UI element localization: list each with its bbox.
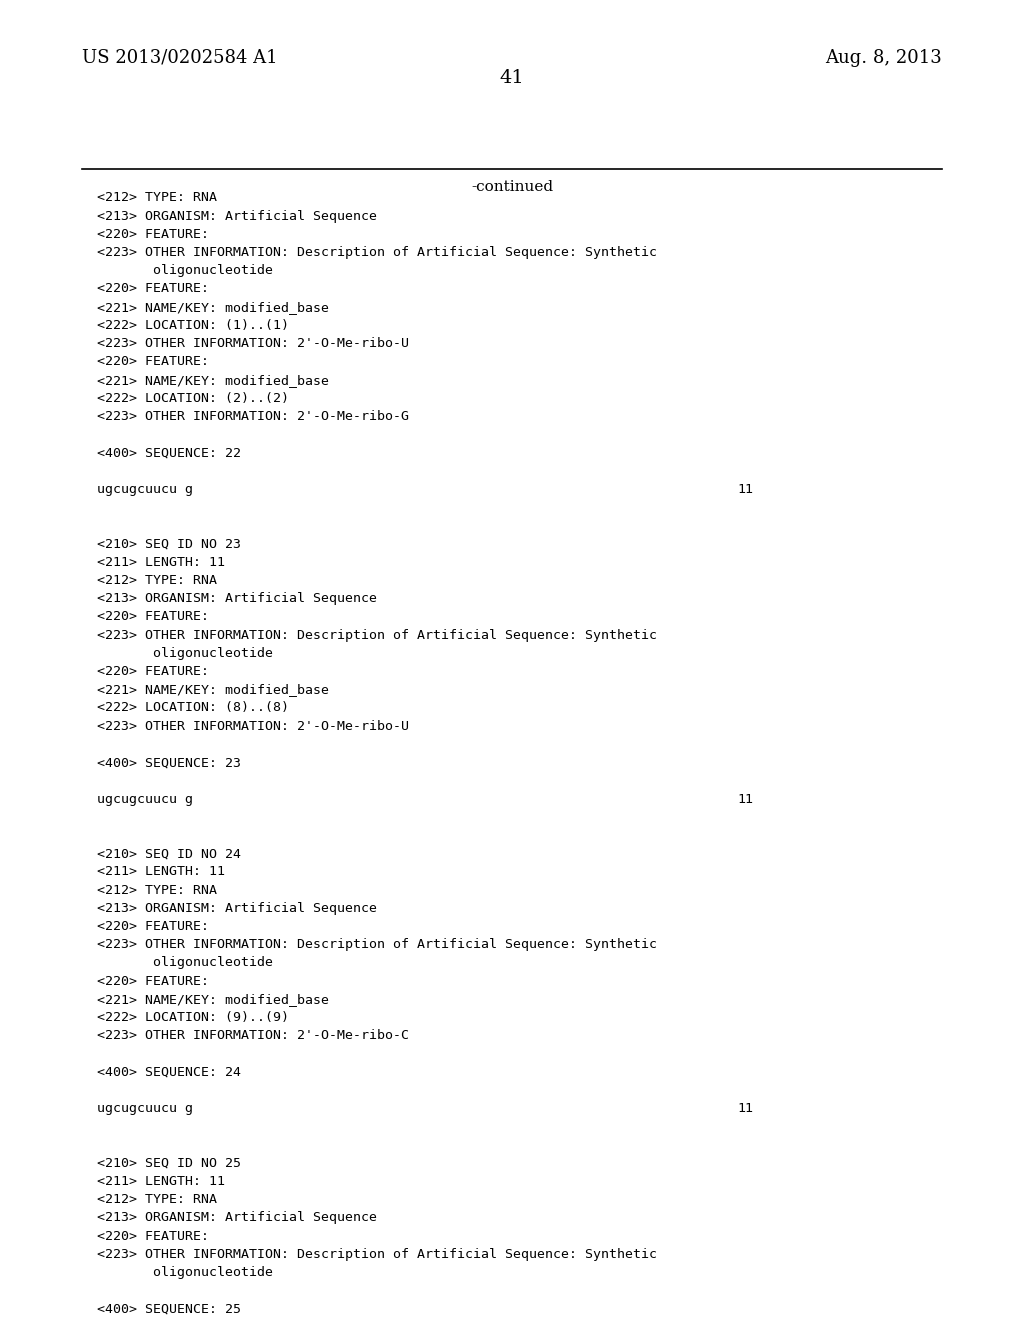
Text: <223> OTHER INFORMATION: 2'-O-Me-ribo-C: <223> OTHER INFORMATION: 2'-O-Me-ribo-C <box>97 1030 410 1043</box>
Text: <221> NAME/KEY: modified_base: <221> NAME/KEY: modified_base <box>97 301 330 314</box>
Text: <220> FEATURE:: <220> FEATURE: <box>97 665 209 678</box>
Text: 11: 11 <box>737 483 754 496</box>
Text: <400> SEQUENCE: 25: <400> SEQUENCE: 25 <box>97 1303 242 1316</box>
Text: <223> OTHER INFORMATION: 2'-O-Me-ribo-U: <223> OTHER INFORMATION: 2'-O-Me-ribo-U <box>97 719 410 733</box>
Text: 41: 41 <box>500 69 524 87</box>
Text: <220> FEATURE:: <220> FEATURE: <box>97 1230 209 1242</box>
Text: <212> TYPE: RNA: <212> TYPE: RNA <box>97 1193 217 1206</box>
Text: <221> NAME/KEY: modified_base: <221> NAME/KEY: modified_base <box>97 374 330 387</box>
Text: <222> LOCATION: (9)..(9): <222> LOCATION: (9)..(9) <box>97 1011 289 1024</box>
Text: <212> TYPE: RNA: <212> TYPE: RNA <box>97 574 217 587</box>
Text: <223> OTHER INFORMATION: Description of Artificial Sequence: Synthetic: <223> OTHER INFORMATION: Description of … <box>97 628 657 642</box>
Text: <210> SEQ ID NO 25: <210> SEQ ID NO 25 <box>97 1156 242 1170</box>
Text: <400> SEQUENCE: 22: <400> SEQUENCE: 22 <box>97 446 242 459</box>
Text: ugcugcuucu g: ugcugcuucu g <box>97 483 194 496</box>
Text: <213> ORGANISM: Artificial Sequence: <213> ORGANISM: Artificial Sequence <box>97 1212 377 1225</box>
Text: <222> LOCATION: (8)..(8): <222> LOCATION: (8)..(8) <box>97 701 289 714</box>
Text: <221> NAME/KEY: modified_base: <221> NAME/KEY: modified_base <box>97 684 330 696</box>
Text: Aug. 8, 2013: Aug. 8, 2013 <box>825 49 942 67</box>
Text: oligonucleotide: oligonucleotide <box>97 647 273 660</box>
Text: 11: 11 <box>737 1102 754 1115</box>
Text: <223> OTHER INFORMATION: 2'-O-Me-ribo-U: <223> OTHER INFORMATION: 2'-O-Me-ribo-U <box>97 337 410 350</box>
Text: ugcugcuucu g: ugcugcuucu g <box>97 792 194 805</box>
Text: <210> SEQ ID NO 24: <210> SEQ ID NO 24 <box>97 847 242 861</box>
Text: US 2013/0202584 A1: US 2013/0202584 A1 <box>82 49 278 67</box>
Text: <222> LOCATION: (1)..(1): <222> LOCATION: (1)..(1) <box>97 319 289 331</box>
Text: <220> FEATURE:: <220> FEATURE: <box>97 974 209 987</box>
Text: <223> OTHER INFORMATION: 2'-O-Me-ribo-G: <223> OTHER INFORMATION: 2'-O-Me-ribo-G <box>97 411 410 422</box>
Text: -continued: -continued <box>471 180 553 194</box>
Text: <400> SEQUENCE: 23: <400> SEQUENCE: 23 <box>97 756 242 770</box>
Text: oligonucleotide: oligonucleotide <box>97 264 273 277</box>
Text: <212> TYPE: RNA: <212> TYPE: RNA <box>97 191 217 205</box>
Text: <213> ORGANISM: Artificial Sequence: <213> ORGANISM: Artificial Sequence <box>97 593 377 605</box>
Text: oligonucleotide: oligonucleotide <box>97 1266 273 1279</box>
Text: <220> FEATURE:: <220> FEATURE: <box>97 282 209 296</box>
Text: <221> NAME/KEY: modified_base: <221> NAME/KEY: modified_base <box>97 993 330 1006</box>
Text: <223> OTHER INFORMATION: Description of Artificial Sequence: Synthetic: <223> OTHER INFORMATION: Description of … <box>97 1247 657 1261</box>
Text: oligonucleotide: oligonucleotide <box>97 957 273 969</box>
Text: <222> LOCATION: (2)..(2): <222> LOCATION: (2)..(2) <box>97 392 289 405</box>
Text: <211> LENGTH: 11: <211> LENGTH: 11 <box>97 866 225 878</box>
Text: <213> ORGANISM: Artificial Sequence: <213> ORGANISM: Artificial Sequence <box>97 210 377 223</box>
Text: <220> FEATURE:: <220> FEATURE: <box>97 228 209 240</box>
Text: <210> SEQ ID NO 23: <210> SEQ ID NO 23 <box>97 537 242 550</box>
Text: <220> FEATURE:: <220> FEATURE: <box>97 355 209 368</box>
Text: <212> TYPE: RNA: <212> TYPE: RNA <box>97 883 217 896</box>
Text: <223> OTHER INFORMATION: Description of Artificial Sequence: Synthetic: <223> OTHER INFORMATION: Description of … <box>97 246 657 259</box>
Text: <211> LENGTH: 11: <211> LENGTH: 11 <box>97 1175 225 1188</box>
Text: <220> FEATURE:: <220> FEATURE: <box>97 920 209 933</box>
Text: <211> LENGTH: 11: <211> LENGTH: 11 <box>97 556 225 569</box>
Text: <400> SEQUENCE: 24: <400> SEQUENCE: 24 <box>97 1065 242 1078</box>
Text: ugcugcuucu g: ugcugcuucu g <box>97 1102 194 1115</box>
Text: 11: 11 <box>737 792 754 805</box>
Text: <223> OTHER INFORMATION: Description of Artificial Sequence: Synthetic: <223> OTHER INFORMATION: Description of … <box>97 939 657 952</box>
Text: <213> ORGANISM: Artificial Sequence: <213> ORGANISM: Artificial Sequence <box>97 902 377 915</box>
Text: <220> FEATURE:: <220> FEATURE: <box>97 610 209 623</box>
